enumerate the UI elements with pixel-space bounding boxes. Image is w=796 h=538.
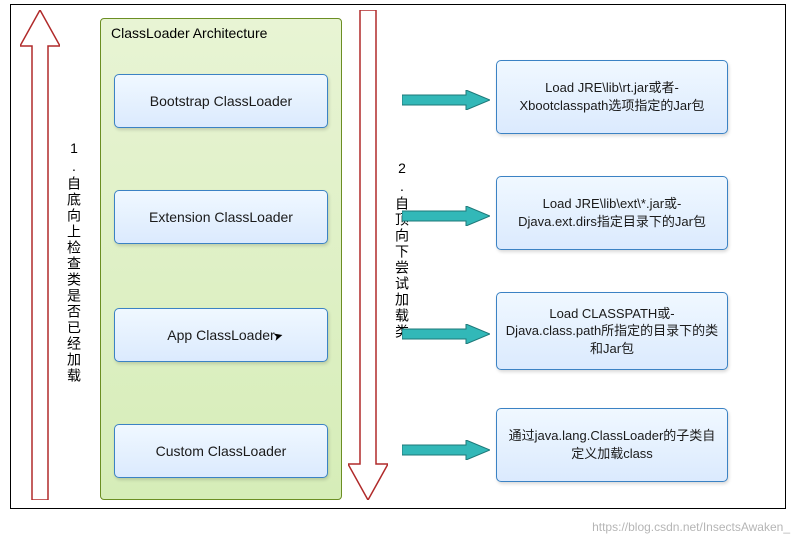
desc-box-bootstrap: Load JRE\lib\rt.jar或者-Xbootclasspath选项指定… xyxy=(496,60,728,134)
panel-title: ClassLoader Architecture xyxy=(101,19,341,45)
loader-label: Custom ClassLoader xyxy=(156,443,287,459)
loader-box-extension: Extension ClassLoader xyxy=(114,190,328,244)
desc-box-extension: Load JRE\lib\ext\*.jar或-Djava.ext.dirs指定… xyxy=(496,176,728,250)
arrow-up xyxy=(20,10,60,500)
desc-box-app: Load CLASSPATH或-Djava.class.path所指定的目录下的… xyxy=(496,292,728,370)
loader-label: Bootstrap ClassLoader xyxy=(150,93,292,109)
h-arrow xyxy=(402,440,490,460)
loader-box-app: App ClassLoader ➤ xyxy=(114,308,328,362)
arrow-down xyxy=(348,10,388,500)
loader-box-bootstrap: Bootstrap ClassLoader xyxy=(114,74,328,128)
loader-label: App ClassLoader xyxy=(167,327,274,343)
loader-label: Extension ClassLoader xyxy=(149,209,293,225)
desc-text: Load JRE\lib\rt.jar或者-Xbootclasspath选项指定… xyxy=(505,79,719,114)
left-arrow-label: 1.自底向上检查类是否已经加载 xyxy=(64,140,84,384)
desc-text: 通过java.lang.ClassLoader的子类自定义加载class xyxy=(505,427,719,462)
cursor-icon: ➤ xyxy=(271,328,284,344)
mid-arrow-label: 2.自顶向下尝试加载类 xyxy=(392,160,412,340)
desc-box-custom: 通过java.lang.ClassLoader的子类自定义加载class xyxy=(496,408,728,482)
watermark: https://blog.csdn.net/InsectsAwaken_ xyxy=(592,520,790,534)
loader-box-custom: Custom ClassLoader xyxy=(114,424,328,478)
h-arrow xyxy=(402,90,490,110)
h-arrow xyxy=(402,206,490,226)
desc-text: Load CLASSPATH或-Djava.class.path所指定的目录下的… xyxy=(505,305,719,358)
h-arrow xyxy=(402,324,490,344)
desc-text: Load JRE\lib\ext\*.jar或-Djava.ext.dirs指定… xyxy=(505,195,719,230)
